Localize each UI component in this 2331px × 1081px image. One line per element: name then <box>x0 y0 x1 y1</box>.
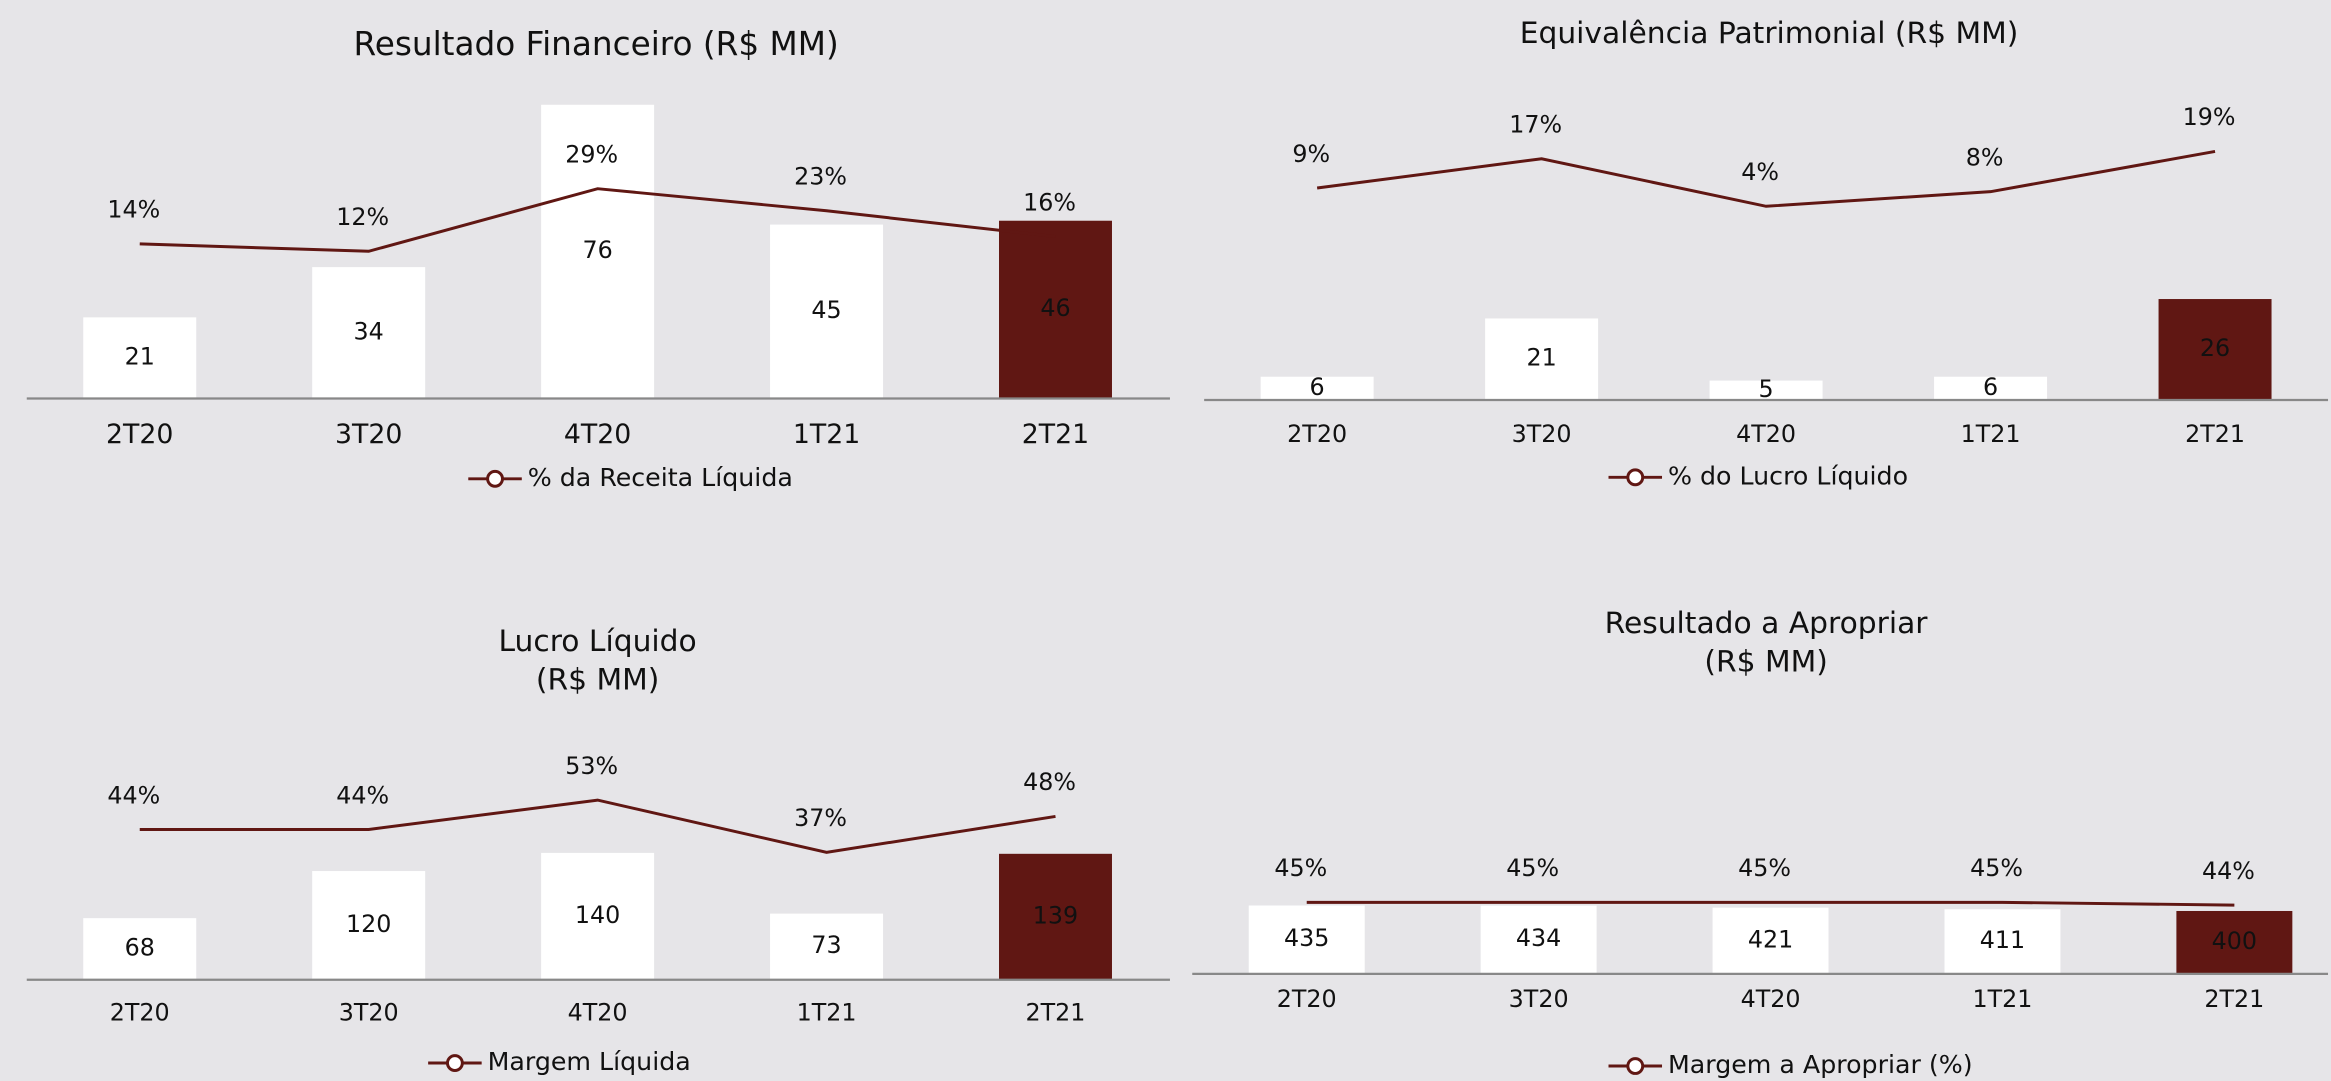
line-series <box>139 187 1056 253</box>
bar-label: 34 <box>354 317 384 345</box>
x-tick-label: 2T21 <box>2204 985 2264 1013</box>
line-label: 4% <box>1741 158 1779 186</box>
x-tick-label: 4T20 <box>1736 420 1796 448</box>
bar-label: 68 <box>125 933 155 961</box>
bar <box>312 871 426 980</box>
x-tick-label: 1T21 <box>797 998 857 1026</box>
bar-label: 139 <box>1033 901 1078 929</box>
bar <box>999 220 1112 399</box>
line-label: 8% <box>1966 143 2004 171</box>
chart-title: Lucro Líquido <box>498 624 696 659</box>
legend-marker <box>486 469 504 488</box>
bar-label: 120 <box>346 910 391 938</box>
x-tick-label: 4T20 <box>564 419 631 450</box>
bar-label: 400 <box>2212 927 2257 955</box>
line-label: 23% <box>794 163 847 191</box>
x-tick-label: 3T20 <box>335 419 402 450</box>
bar <box>1944 909 2061 974</box>
bar <box>1485 318 1599 401</box>
bar-label: 21 <box>125 342 155 370</box>
bar-label: 434 <box>1516 924 1561 952</box>
bar <box>2158 299 2272 401</box>
legend-label: Margem a Apropriar (%) <box>1668 1050 1973 1079</box>
bar-label: 5 <box>1759 375 1774 403</box>
x-tick-label: 2T21 <box>1026 998 1086 1026</box>
line-label: 48% <box>1023 768 1076 796</box>
bar <box>999 853 1112 980</box>
line-label: 14% <box>107 196 160 224</box>
bar <box>312 267 426 399</box>
legend-label: % da Receita Líquida <box>528 463 793 492</box>
chart-title: (R$ MM) <box>1704 645 1827 680</box>
legend-marker <box>1626 1057 1645 1075</box>
bar <box>83 317 197 399</box>
line-label: 37% <box>794 804 847 832</box>
line-label: 45% <box>1274 854 1327 882</box>
line-label: 19% <box>2183 103 2236 131</box>
x-tick-label: 3T20 <box>1512 420 1572 448</box>
bar <box>541 852 655 980</box>
x-tick-label: 2T20 <box>106 419 173 450</box>
line-series <box>1306 900 2235 907</box>
x-tick-label: 3T20 <box>1509 985 1569 1013</box>
line-series <box>1316 149 2216 208</box>
bar <box>1248 905 1365 974</box>
chart-title: Resultado a Apropriar <box>1605 606 1929 641</box>
chart-title: (R$ MM) <box>536 662 659 697</box>
bar-label: 21 <box>1526 344 1556 372</box>
x-tick-label: 4T20 <box>1741 985 1801 1013</box>
bar-label: 73 <box>811 931 841 959</box>
line-label: 29% <box>565 140 618 168</box>
x-tick-label: 2T20 <box>1277 985 1337 1013</box>
chart-title: Equivalência Patrimonial (R$ MM) <box>1520 16 2019 51</box>
bar-label: 6 <box>1983 373 1998 401</box>
line-label: 45% <box>1970 854 2023 882</box>
chart-title: Resultado Financeiro (R$ MM) <box>354 25 839 63</box>
line-label: 53% <box>565 752 618 780</box>
legend-label: % do Lucro Líquido <box>1668 461 1908 490</box>
bar-label: 411 <box>1980 926 2025 954</box>
x-tick-label: 1T21 <box>1973 985 2033 1013</box>
x-tick-label: 2T21 <box>2185 420 2245 448</box>
line-label: 45% <box>1506 854 1559 882</box>
bar <box>541 104 655 399</box>
bar-label: 76 <box>582 236 612 264</box>
bar <box>83 918 197 980</box>
bar <box>1934 376 2048 401</box>
x-tick-label: 3T20 <box>339 998 399 1026</box>
bar <box>2176 910 2293 974</box>
bar-label: 45 <box>811 296 841 324</box>
line-label: 45% <box>1738 854 1791 882</box>
legend-marker <box>445 1054 464 1072</box>
line-label: 9% <box>1292 140 1330 168</box>
bar <box>770 913 884 980</box>
x-tick-label: 1T21 <box>793 419 860 450</box>
x-tick-label: 2T20 <box>1287 420 1347 448</box>
line-label: 17% <box>1509 111 1562 139</box>
x-tick-label: 4T20 <box>568 998 628 1026</box>
bar <box>1709 380 1823 401</box>
bar <box>1260 376 1374 401</box>
x-tick-label: 2T21 <box>1022 419 1089 450</box>
bar <box>770 224 884 399</box>
bar-label: 26 <box>2200 334 2230 362</box>
bar-label: 435 <box>1284 924 1329 952</box>
bar-label: 46 <box>1040 294 1070 322</box>
line-label: 16% <box>1023 188 1076 216</box>
line-label: 12% <box>336 203 389 231</box>
legend-marker <box>1626 468 1645 487</box>
bar-label: 6 <box>1310 373 1325 401</box>
legend-label: Margem Líquida <box>488 1047 691 1076</box>
line-label: 44% <box>2202 857 2255 885</box>
bar <box>1712 907 1829 974</box>
x-tick-label: 1T21 <box>1961 420 2021 448</box>
bar-label: 140 <box>575 901 620 929</box>
line-label: 44% <box>107 781 160 809</box>
line-label: 44% <box>336 781 389 809</box>
x-tick-label: 2T20 <box>110 998 170 1026</box>
bar-label: 421 <box>1748 925 1793 953</box>
bar <box>1480 905 1597 974</box>
line-series <box>139 798 1056 854</box>
